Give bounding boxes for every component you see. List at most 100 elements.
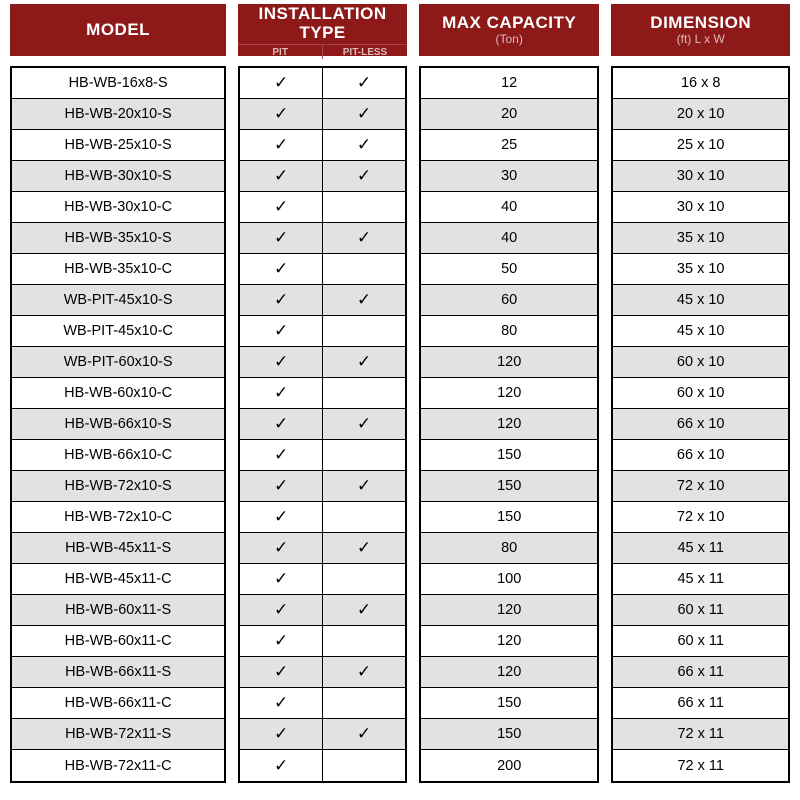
table-row: HB-WB-72x10-S [12,471,224,502]
table-row: ✓ [240,626,405,657]
table-row: HB-WB-60x11-C [12,626,224,657]
cell-pit: ✓ [240,471,323,501]
table-row: 200 [421,750,598,781]
header-dimension-title: DIMENSION [611,14,790,33]
table-row: 66 x 11 [613,657,788,688]
cell-pitless: ✓ [323,533,405,563]
cell-pitless: ✓ [323,68,405,98]
header-dimension: DIMENSION (ft) L x W [611,4,790,56]
table-row: HB-WB-35x10-S [12,223,224,254]
cell-pitless: ✓ [323,161,405,191]
header-install-subrow: PIT PIT-LESS [238,44,407,59]
header-capacity-sub: (Ton) [419,33,600,46]
table-row: HB-WB-72x11-S [12,719,224,750]
table-row: ✓✓ [240,347,405,378]
cell-pitless [323,440,405,470]
table-row: 45 x 10 [613,316,788,347]
table-row: 150 [421,719,598,750]
cell-pit: ✓ [240,347,323,377]
table-row: 35 x 10 [613,254,788,285]
table-row: 150 [421,688,598,719]
cell-pit: ✓ [240,192,323,222]
cell-pit: ✓ [240,750,323,781]
table-row: ✓ [240,192,405,223]
table-row: 40 [421,223,598,254]
table-row: HB-WB-25x10-S [12,130,224,161]
table-row: 45 x 11 [613,533,788,564]
table-row: ✓ [240,688,405,719]
table-row: 80 [421,316,598,347]
table-row: 12 [421,68,598,99]
table-row: ✓✓ [240,719,405,750]
cell-pit: ✓ [240,99,323,129]
table-row: ✓ [240,502,405,533]
table-row: HB-WB-72x10-C [12,502,224,533]
cell-pitless: ✓ [323,471,405,501]
table-row: ✓✓ [240,99,405,130]
table-row: 16 x 8 [613,68,788,99]
cell-pitless: ✓ [323,595,405,625]
table-row: WB-PIT-45x10-C [12,316,224,347]
cell-pit: ✓ [240,564,323,594]
column-model: MODEL HB-WB-16x8-SHB-WB-20x10-SHB-WB-25x… [10,4,226,783]
table-row: 35 x 10 [613,223,788,254]
spec-table: MODEL HB-WB-16x8-SHB-WB-20x10-SHB-WB-25x… [10,4,790,783]
table-row: 72 x 11 [613,719,788,750]
cell-pitless: ✓ [323,719,405,749]
table-row: 66 x 10 [613,409,788,440]
header-install-pitless: PIT-LESS [323,45,407,59]
table-row: 120 [421,626,598,657]
cell-pitless: ✓ [323,223,405,253]
header-install: INSTALLATION TYPE PIT PIT-LESS [238,4,407,56]
table-row: HB-WB-66x10-C [12,440,224,471]
table-row: ✓ [240,378,405,409]
table-install: ✓✓✓✓✓✓✓✓✓✓✓✓✓✓✓✓✓✓✓✓✓✓✓✓✓✓✓✓✓✓✓✓✓✓✓✓ [238,66,407,783]
table-row: 60 x 10 [613,347,788,378]
cell-pitless [323,688,405,718]
cell-pitless [323,316,405,346]
cell-pit: ✓ [240,285,323,315]
table-row: 72 x 10 [613,471,788,502]
table-row: HB-WB-35x10-C [12,254,224,285]
cell-pitless [323,254,405,284]
table-row: HB-WB-45x11-C [12,564,224,595]
table-row: ✓ [240,440,405,471]
table-row: 25 [421,130,598,161]
table-row: HB-WB-66x11-S [12,657,224,688]
table-row: 50 [421,254,598,285]
column-capacity: MAX CAPACITY (Ton) 122025304040506080120… [419,4,600,783]
table-row: 72 x 11 [613,750,788,781]
table-row: 40 [421,192,598,223]
table-row: 150 [421,471,598,502]
table-row: ✓ [240,316,405,347]
table-row: 20 x 10 [613,99,788,130]
cell-pit: ✓ [240,161,323,191]
table-capacity: 1220253040405060801201201201501501508010… [419,66,600,783]
cell-pitless: ✓ [323,99,405,129]
table-row: HB-WB-66x11-C [12,688,224,719]
cell-pitless [323,502,405,532]
header-capacity-title: MAX CAPACITY [419,14,600,33]
cell-pitless [323,378,405,408]
table-row: HB-WB-72x11-C [12,750,224,781]
table-row: 30 x 10 [613,192,788,223]
table-row: 60 [421,285,598,316]
table-row: 120 [421,595,598,626]
cell-pit: ✓ [240,533,323,563]
table-row: WB-PIT-45x10-S [12,285,224,316]
table-row: ✓ [240,254,405,285]
table-row: HB-WB-30x10-C [12,192,224,223]
table-row: HB-WB-66x10-S [12,409,224,440]
cell-pitless: ✓ [323,409,405,439]
table-row: HB-WB-60x11-S [12,595,224,626]
cell-pitless [323,750,405,781]
table-row: ✓✓ [240,595,405,626]
cell-pitless: ✓ [323,285,405,315]
table-row: HB-WB-45x11-S [12,533,224,564]
column-dimension: DIMENSION (ft) L x W 16 x 820 x 1025 x 1… [611,4,790,783]
header-install-title: INSTALLATION TYPE [238,5,407,42]
cell-pitless [323,192,405,222]
cell-pit: ✓ [240,316,323,346]
cell-pit: ✓ [240,688,323,718]
table-row: HB-WB-60x10-C [12,378,224,409]
